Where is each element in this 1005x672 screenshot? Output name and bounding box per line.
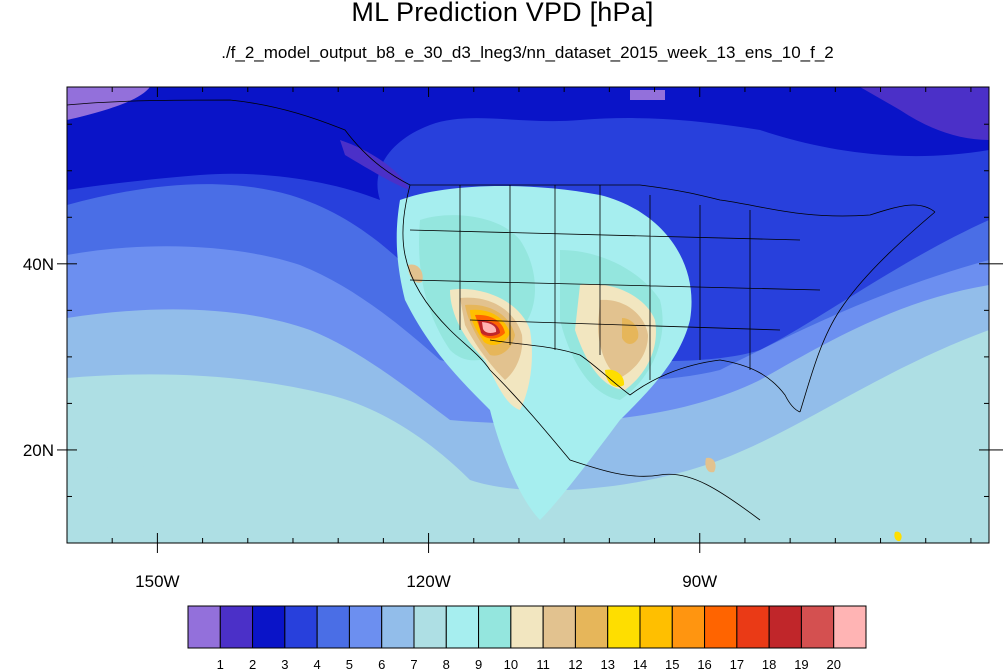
colorbar-label: 7 — [410, 657, 417, 672]
colorbar-swatch — [574, 605, 609, 649]
plot-subtitle: ./f_2_model_output_b8_e_30_d3_lneg3/nn_d… — [221, 43, 834, 62]
colorbar-swatch — [381, 605, 415, 649]
colorbar-label: 19 — [794, 657, 808, 672]
colorbar-swatch — [833, 605, 867, 649]
x-tick-label: 90W — [682, 572, 717, 591]
us-east-coast — [799, 211, 936, 413]
field-sa-14 — [894, 531, 902, 542]
colorbar-label: 18 — [762, 657, 776, 672]
y-tick-label: 20N — [23, 441, 54, 460]
colorbar-label: 11 — [536, 657, 550, 672]
map-boundaries — [67, 99, 936, 521]
colorbar-swatch — [607, 605, 641, 649]
colorbar-swatch — [187, 605, 221, 649]
field-ca-12 — [408, 264, 423, 283]
field-north-2b — [340, 140, 410, 190]
colorbar-label: 5 — [346, 657, 353, 672]
colorbar-swatch — [736, 605, 770, 649]
colorbar-label: 12 — [568, 657, 582, 672]
field-tx-14 — [605, 369, 625, 387]
field-north-1b — [67, 87, 150, 120]
us-west-coast — [402, 184, 491, 371]
colorbar-swatch — [800, 605, 835, 649]
colorbar-label: 4 — [314, 657, 321, 672]
colorbar-label: 2 — [249, 657, 256, 672]
colorbar-label: 10 — [504, 657, 518, 672]
us-gulf-coast — [629, 359, 801, 413]
field-band-8b — [67, 466, 460, 543]
colorbar-label: 8 — [443, 657, 450, 672]
us-mexico-border — [489, 339, 631, 396]
x-tick-label: 150W — [135, 572, 179, 591]
colorbar-swatch — [284, 605, 318, 649]
us-border-north — [410, 184, 936, 217]
vpd-field — [67, 87, 989, 543]
plot-title: ML Prediction VPD [hPa] — [351, 0, 654, 27]
colorbar-swatch — [252, 605, 286, 649]
colorbar-label: 9 — [475, 657, 482, 672]
field-sw-20 — [482, 322, 497, 333]
colorbar-swatch — [348, 605, 383, 649]
colorbar-swatch — [542, 605, 576, 649]
colorbar: 1 2 3 4 5 6 7 8 9 10 11 12 13 14 15 16 17 18 19 20 — [187, 605, 867, 672]
colorbar-label: 16 — [697, 657, 711, 672]
colorbar-swatch — [413, 605, 447, 649]
colorbar-label: 3 — [281, 657, 288, 672]
colorbar-label: 13 — [600, 657, 614, 672]
colorbar-swatch — [219, 605, 254, 649]
colorbar-swatch — [768, 605, 802, 649]
y-tick-label: 40N — [23, 255, 54, 274]
colorbar-label: 1 — [217, 657, 224, 672]
map-frame — [66, 86, 990, 544]
map-axes: 150W 120W 90W 40N 20N — [23, 87, 1003, 591]
mexico-coast — [489, 369, 761, 521]
field-north-3 — [67, 87, 989, 200]
colorbar-swatch — [671, 605, 706, 649]
field-north-2 — [860, 87, 989, 140]
colorbar-label: 14 — [633, 657, 647, 672]
colorbar-swatch — [639, 605, 673, 649]
colorbar-swatch — [316, 605, 350, 649]
colorbar-label: 15 — [665, 657, 679, 672]
colorbar-label: 17 — [730, 657, 744, 672]
colorbar-label: 20 — [826, 657, 840, 672]
state-lines — [409, 185, 821, 380]
colorbar-swatch — [510, 605, 544, 649]
field-caribbean — [705, 457, 716, 473]
colorbar-label: 6 — [378, 657, 385, 672]
colorbar-swatch — [478, 605, 512, 649]
alaska-coast — [67, 99, 411, 186]
colorbar-swatch — [704, 605, 738, 649]
x-tick-label: 120W — [406, 572, 450, 591]
field-land-13 — [622, 318, 639, 344]
field-north-1 — [630, 90, 665, 100]
colorbar-swatch — [445, 605, 480, 649]
